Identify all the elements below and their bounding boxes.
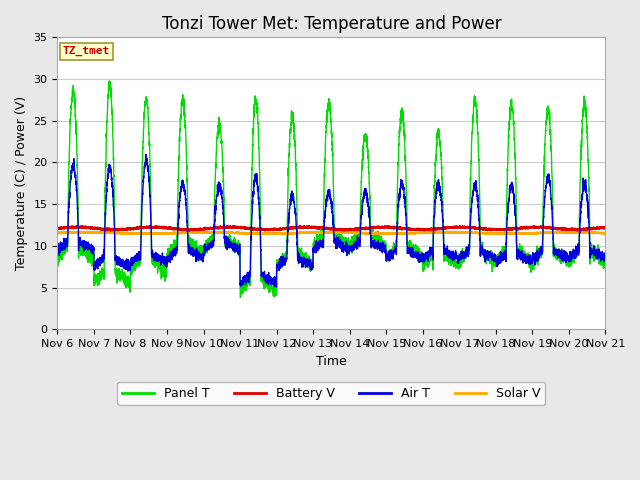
Y-axis label: Temperature (C) / Power (V): Temperature (C) / Power (V): [15, 96, 28, 270]
Solar V: [601, 230, 609, 236]
Solar V: [54, 229, 61, 235]
Air T: [601, 250, 609, 256]
Battery V: [223, 223, 231, 229]
Battery V: [54, 226, 61, 231]
Battery V: [424, 226, 432, 232]
Solar V: [514, 231, 522, 237]
Panel T: [454, 265, 462, 271]
Air T: [424, 254, 432, 260]
Panel T: [311, 243, 319, 249]
Line: Battery V: Battery V: [58, 226, 605, 231]
Air T: [142, 152, 150, 157]
Battery V: [454, 225, 462, 230]
Air T: [54, 245, 61, 251]
Panel T: [54, 259, 61, 265]
Solar V: [454, 229, 462, 235]
Panel T: [152, 260, 160, 266]
Panel T: [601, 262, 609, 267]
Panel T: [106, 78, 113, 84]
Air T: [486, 249, 493, 254]
Panel T: [237, 295, 244, 300]
Panel T: [602, 256, 609, 262]
Line: Panel T: Panel T: [58, 81, 605, 298]
Air T: [311, 250, 319, 255]
X-axis label: Time: Time: [316, 355, 347, 368]
Air T: [273, 284, 280, 290]
Line: Solar V: Solar V: [58, 231, 605, 234]
Battery V: [186, 228, 193, 234]
Panel T: [424, 256, 432, 262]
Battery V: [152, 224, 160, 229]
Battery V: [602, 224, 609, 230]
Solar V: [602, 230, 609, 236]
Title: Tonzi Tower Met: Temperature and Power: Tonzi Tower Met: Temperature and Power: [161, 15, 501, 33]
Air T: [602, 253, 609, 259]
Solar V: [559, 228, 566, 234]
Panel T: [486, 259, 493, 265]
Line: Air T: Air T: [58, 155, 605, 287]
Solar V: [485, 230, 493, 236]
Solar V: [152, 231, 160, 237]
Solar V: [424, 230, 431, 236]
Solar V: [311, 229, 319, 235]
Air T: [152, 253, 160, 259]
Battery V: [601, 225, 609, 231]
Battery V: [311, 224, 319, 230]
Battery V: [486, 226, 493, 232]
Text: TZ_tmet: TZ_tmet: [63, 46, 110, 56]
Legend: Panel T, Battery V, Air T, Solar V: Panel T, Battery V, Air T, Solar V: [117, 382, 545, 405]
Air T: [454, 259, 462, 265]
